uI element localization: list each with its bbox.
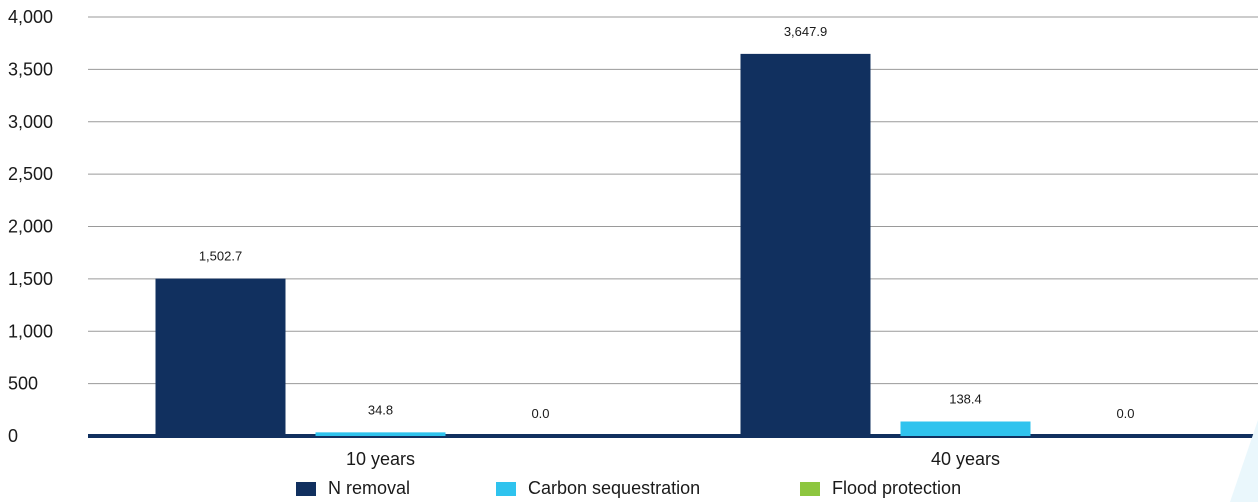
bar <box>315 432 446 436</box>
data-label: 1,502.7 <box>199 249 242 264</box>
bar <box>900 421 1031 436</box>
legend-swatch <box>296 481 316 496</box>
bar <box>740 53 871 436</box>
background-accent-shape <box>1230 420 1258 502</box>
bar <box>155 278 286 436</box>
y-tick-label: 1,000 <box>8 321 53 341</box>
data-label: 0.0 <box>1116 406 1134 421</box>
bars <box>155 53 1031 436</box>
legend-swatch <box>496 481 516 496</box>
data-label: 138.4 <box>949 392 982 407</box>
y-tick-label: 1,500 <box>8 269 53 289</box>
y-tick-label: 500 <box>8 374 38 394</box>
data-label: 3,647.9 <box>784 24 827 39</box>
legend-item: N removal <box>296 478 410 499</box>
y-tick-label: 0 <box>8 426 18 446</box>
x-tick-label: 10 years <box>346 449 415 469</box>
legend-label: Carbon sequestration <box>528 478 701 498</box>
legend-label: Flood protection <box>832 478 962 498</box>
y-tick-label: 3,000 <box>8 112 53 132</box>
data-label: 0.0 <box>531 406 549 421</box>
y-axis-ticks: 0 500 1,000 1,500 2,000 2,500 3,000 3,500 4,000 <box>8 7 53 446</box>
x-tick-label: 40 years <box>931 449 1000 469</box>
x-axis-ticks: 10 years 40 years <box>346 449 1000 469</box>
data-labels: 1,502.7 34.8 0.0 3,647.9 138.4 0.0 <box>199 24 1135 421</box>
legend-label: N removal <box>328 478 411 498</box>
y-tick-label: 2,000 <box>8 217 53 237</box>
legend-item: Flood protection <box>800 478 961 499</box>
y-tick-label: 2,500 <box>8 164 53 184</box>
chart-legend: N removal Carbon sequestration Flood prote… <box>0 478 1258 502</box>
legend-swatch <box>800 481 820 496</box>
y-tick-label: 3,500 <box>8 59 53 79</box>
legend-item: Carbon sequestration <box>496 478 700 499</box>
data-label: 34.8 <box>368 402 393 417</box>
y-tick-label: 4,000 <box>8 7 53 27</box>
